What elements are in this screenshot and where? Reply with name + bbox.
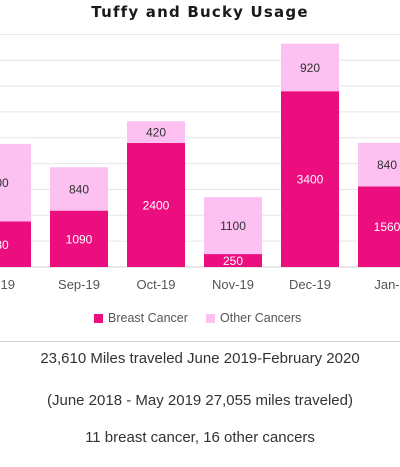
bars [0,43,400,267]
data-label-breast-cancer-oct-19: 2400 [143,198,170,212]
data-label-other-cancers-nov-19: 1100 [220,219,246,233]
legend-label-other-cancers: Other Cancers [220,311,301,325]
legend-swatch-breast-cancer [94,314,103,323]
data-label-breast-cancer-jan-20: 1560 [374,220,400,234]
x-axis-ticks: g-19 Sep-19 Oct-19 Nov-19 Dec-19 Jan- [0,277,400,292]
data-label-other-cancers-dec-19: 920 [300,61,320,75]
data-label-breast-cancer-nov-19: 250 [223,254,243,268]
bar-other-cancers-nov-19 [204,197,262,255]
bar-other-cancers-sep-19 [50,167,108,211]
data-label-breast-cancer-sep-19: 1090 [66,232,93,246]
data-label-other-cancers-sep-19: 840 [69,182,89,196]
patient-count-summary: 11 breast cancer, 16 other cancers [85,429,315,446]
data-label-other-cancers-aug-19: 00 [0,176,9,190]
bar-other-cancers-dec-19 [281,43,339,92]
legend: Breast Cancer Other Cancers [94,311,301,325]
bar-breast-cancer-jan-20 [358,186,400,267]
legend-label-breast-cancer: Breast Cancer [108,311,188,325]
bar-breast-cancer-aug-19 [0,221,31,267]
bar-other-cancers-aug-19 [0,143,31,222]
miles-traveled-summary: 23,610 Miles traveled June 2019-February… [40,350,360,367]
x-tick-label-jan-20: Jan- [374,277,399,292]
bar-breast-cancer-dec-19 [281,91,339,267]
bar-breast-cancer-sep-19 [50,210,108,267]
previous-year-miles: (June 2018 - May 2019 27,055 miles trave… [46,392,353,409]
x-tick-label-dec-19: Dec-19 [289,277,331,292]
legend-swatch-other-cancers [206,314,215,323]
x-tick-label-sep-19: Sep-19 [58,277,100,292]
data-label-other-cancers-oct-19: 420 [146,126,166,140]
data-labels: 30 00 1090 840 2400 420 250 1100 3400 920 1560 840 [0,61,400,268]
stacked-bar-chart: 300010908402400420250110034009201560840 … [0,33,400,325]
bar-other-cancers-oct-19 [127,121,185,143]
data-label-breast-cancer-dec-19: 3400 [297,173,324,187]
summary-divider [0,341,400,342]
bar-other-cancers-jan-20 [358,142,400,187]
chart-title: Tuffy and Bucky Usage [91,3,309,21]
bar-breast-cancer-nov-19 [204,254,262,267]
x-tick-label-nov-19: Nov-19 [212,277,254,292]
bar-breast-cancer-oct-19 [127,142,185,267]
x-tick-label-oct-19: Oct-19 [136,277,175,292]
data-label-breast-cancer-aug-19: 30 [0,238,9,252]
data-label-other-cancers-jan-20: 840 [377,158,397,172]
x-tick-label-aug-19: g-19 [0,277,15,292]
